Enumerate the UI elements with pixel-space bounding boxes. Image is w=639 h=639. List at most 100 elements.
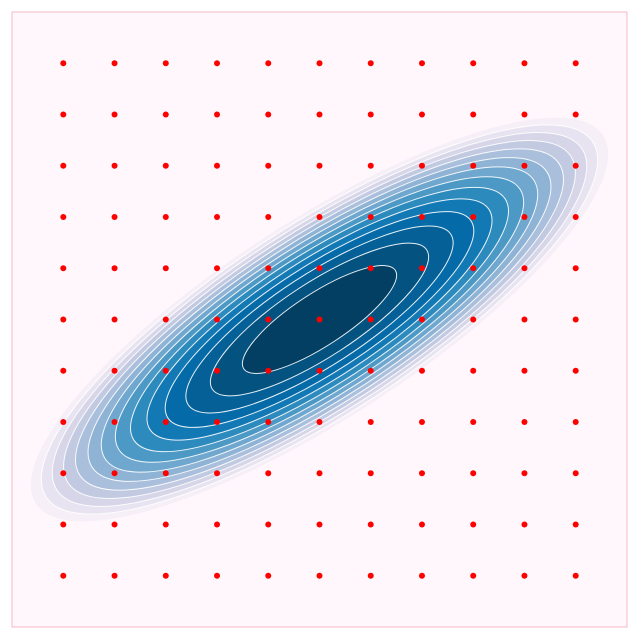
sample-point: [214, 316, 221, 323]
sample-point: [60, 214, 67, 221]
sample-point: [214, 572, 221, 579]
sample-point: [60, 265, 67, 272]
sample-point: [316, 367, 323, 374]
sample-point: [111, 521, 118, 528]
sample-point: [367, 60, 374, 67]
sample-point: [162, 316, 169, 323]
contour-line: [114, 176, 525, 463]
sample-point: [367, 470, 374, 477]
contour-line: [209, 242, 430, 397]
sample-point: [470, 521, 477, 528]
contour-line: [164, 211, 475, 428]
sample-point: [162, 265, 169, 272]
sample-point: [572, 572, 579, 579]
sample-point: [470, 316, 477, 323]
contour-line: [51, 132, 588, 507]
sample-point: [572, 60, 579, 67]
sample-point: [418, 521, 425, 528]
sample-point: [572, 470, 579, 477]
sample-point: [521, 572, 528, 579]
sample-point: [162, 418, 169, 425]
sample-point: [521, 60, 528, 67]
sample-point: [111, 214, 118, 221]
sample-point: [111, 470, 118, 477]
sample-point: [214, 265, 221, 272]
sample-point: [265, 265, 272, 272]
sample-point: [111, 418, 118, 425]
sample-point: [214, 60, 221, 67]
sample-point: [367, 162, 374, 169]
sample-point: [470, 418, 477, 425]
sample-point: [111, 265, 118, 272]
sample-point: [367, 265, 374, 272]
sample-point: [367, 572, 374, 579]
sample-point: [367, 418, 374, 425]
sample-point: [572, 418, 579, 425]
sample-point: [162, 470, 169, 477]
sample-point: [162, 521, 169, 528]
sample-point: [367, 111, 374, 118]
sample-point: [521, 265, 528, 272]
sample-point: [265, 316, 272, 323]
sample-point: [214, 162, 221, 169]
sample-point: [162, 572, 169, 579]
sample-point: [214, 111, 221, 118]
sample-point: [214, 521, 221, 528]
sample-point: [470, 470, 477, 477]
sample-point: [418, 162, 425, 169]
sample-point: [60, 162, 67, 169]
contour-line: [185, 225, 454, 414]
sample-point: [111, 572, 118, 579]
sample-point: [265, 572, 272, 579]
sample-point: [60, 367, 67, 374]
sample-point: [367, 521, 374, 528]
contour-line: [130, 186, 509, 453]
contour-line: [87, 157, 552, 482]
sample-point: [470, 367, 477, 374]
sample-point: [418, 214, 425, 221]
sample-point: [60, 572, 67, 579]
sample-point: [265, 214, 272, 221]
sample-point: [572, 367, 579, 374]
sample-point: [418, 265, 425, 272]
contour-line: [146, 198, 493, 441]
sample-point: [418, 60, 425, 67]
sample-point: [367, 367, 374, 374]
sample-point: [418, 316, 425, 323]
contour-line: [75, 148, 564, 491]
sample-point: [60, 470, 67, 477]
sample-point: [265, 111, 272, 118]
sample-points: [60, 60, 579, 579]
sample-point: [316, 214, 323, 221]
contour-line: [100, 166, 539, 473]
sample-point: [316, 418, 323, 425]
sample-point: [265, 60, 272, 67]
sample-point: [572, 162, 579, 169]
sample-point: [521, 214, 528, 221]
sample-point: [316, 265, 323, 272]
sample-point: [572, 111, 579, 118]
sample-point: [521, 316, 528, 323]
sample-point: [111, 111, 118, 118]
sample-point: [418, 418, 425, 425]
sample-point: [418, 470, 425, 477]
sample-point: [418, 111, 425, 118]
sample-point: [60, 418, 67, 425]
contour-line: [63, 140, 576, 499]
sample-point: [572, 265, 579, 272]
sample-point: [316, 470, 323, 477]
sample-point: [60, 111, 67, 118]
sample-point: [214, 470, 221, 477]
sample-point: [367, 214, 374, 221]
sample-point: [214, 214, 221, 221]
sample-point: [521, 162, 528, 169]
sample-point: [470, 162, 477, 169]
sample-point: [162, 162, 169, 169]
sample-point: [316, 162, 323, 169]
sample-point: [316, 316, 323, 323]
sample-point: [418, 572, 425, 579]
contour-line: [241, 265, 398, 374]
sample-point: [470, 572, 477, 579]
sample-point: [572, 521, 579, 528]
